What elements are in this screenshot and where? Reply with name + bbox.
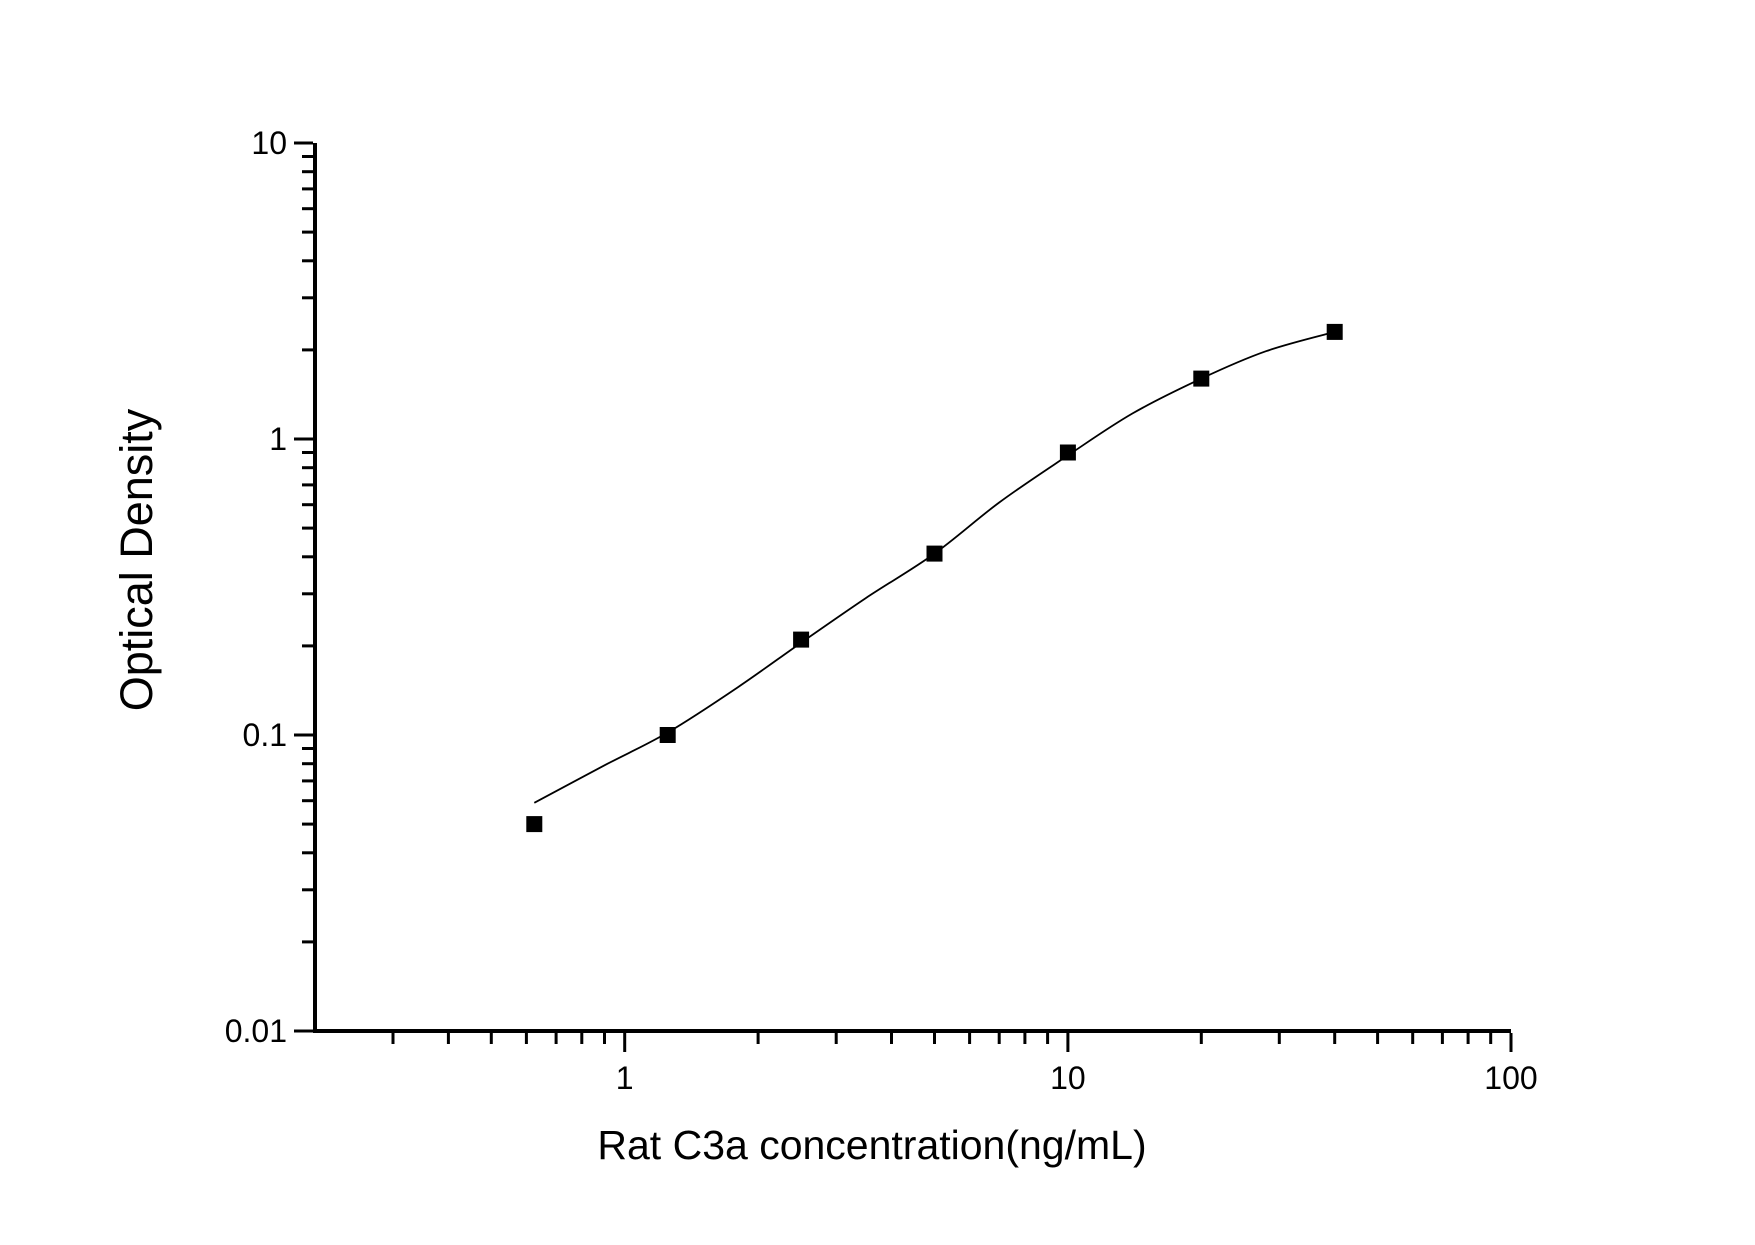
x-tick-label: 10 [1050,1060,1086,1096]
y-tick-label: 0.01 [225,1013,287,1049]
data-point-marker [793,631,810,648]
tick-labels: 1 10 100 0.01 0.1 1 10 [225,125,1538,1096]
y-tick-label: 10 [251,125,287,161]
y-tick-label: 1 [269,421,287,457]
x-axis-title: Rat C3a concentration(ng/mL) [597,1122,1146,1168]
y-axis-title: Optical Density [111,408,162,711]
x-tick-label: 100 [1484,1060,1537,1096]
data-point-marker [1059,444,1076,461]
data-point-marker [526,816,543,833]
axes [313,143,1511,1033]
y-tick-label: 0.1 [243,717,287,753]
fit-curve-path [533,331,1335,804]
x-tick-label: 1 [616,1060,634,1096]
data-series [526,323,1343,833]
tick-marks [294,141,1513,1052]
